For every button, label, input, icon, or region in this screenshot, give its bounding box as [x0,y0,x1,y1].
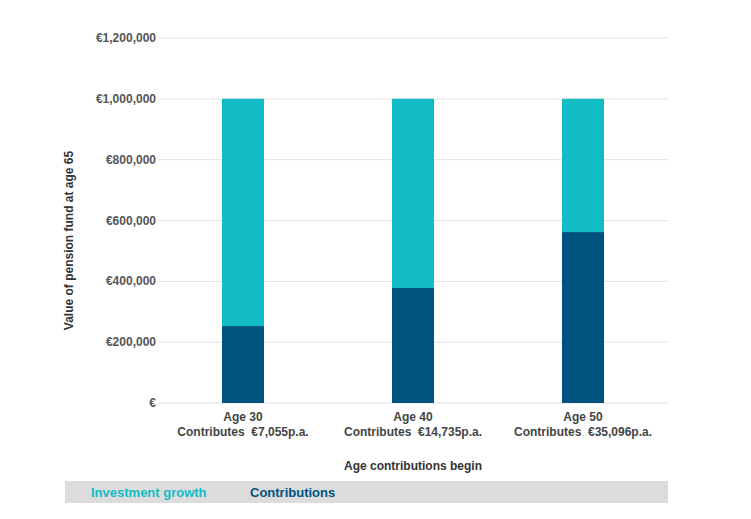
y-tick-label: €600,000 [106,214,156,228]
bar [222,99,264,326]
bar [562,99,604,232]
x-tick-line: Contributes €14,735p.a. [344,425,482,439]
grid-line [158,38,668,39]
x-axis-title: Age contributions begin [344,459,482,473]
bar [392,99,434,288]
x-tick-line: Contributes €35,096p.a. [514,425,652,439]
x-tick-label: Age 30Contributes €7,055p.a. [177,410,308,439]
legend-entry: Investment growth [91,485,207,500]
bar [392,288,434,403]
x-tick-line: Age 40 [393,410,433,424]
y-tick-label: €200,000 [106,335,156,349]
legend-entry: Contributions [250,485,335,500]
bars [222,99,604,403]
x-tick-line: Contributes €7,055p.a. [177,425,308,439]
y-tick-label: €1,200,000 [96,31,156,45]
x-tick-line: Age 50 [563,410,603,424]
y-axis-title: Value of pension fund at age 65 [62,150,76,330]
bar [562,232,604,403]
bar [222,326,264,403]
y-tick-label: €800,000 [106,153,156,167]
grid [158,38,668,403]
legend-band [65,481,668,503]
x-tick-line: Age 30 [223,410,263,424]
x-tick-label: Age 50Contributes €35,096p.a. [514,410,652,439]
chart: € €200,000 €400,000 €600,000 €800,000 €1,000,… [0,0,751,519]
legend: Investment growth Contributions [65,481,668,503]
y-tick-label: €1,000,000 [96,92,156,106]
x-tick-label: Age 40Contributes €14,735p.a. [344,410,482,439]
y-tick-label: €400,000 [106,274,156,288]
y-tick-label: € [149,396,156,410]
